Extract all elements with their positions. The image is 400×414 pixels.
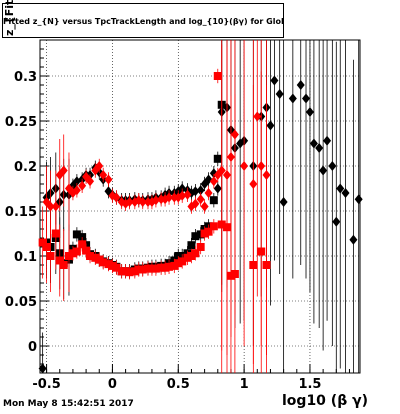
data-point-square bbox=[86, 252, 95, 260]
y-tick-label: 0.05 bbox=[5, 295, 37, 310]
data-point-diamond bbox=[296, 80, 305, 90]
data-point-diamond bbox=[349, 234, 358, 245]
data-point-diamond bbox=[59, 165, 68, 176]
x-tick-label: 0 bbox=[108, 377, 117, 392]
data-point-diamond bbox=[165, 192, 174, 203]
data-point-diamond bbox=[302, 93, 311, 104]
data-point-diamond bbox=[125, 197, 134, 207]
data-point-square bbox=[209, 222, 218, 231]
data-point-diamond bbox=[279, 197, 288, 207]
data-point-diamond bbox=[183, 189, 192, 200]
data-point-diamond bbox=[196, 185, 205, 196]
data-point-diamond bbox=[104, 174, 113, 185]
data-point-diamond bbox=[309, 138, 318, 149]
data-point-square bbox=[125, 268, 134, 277]
data-point-diamond bbox=[95, 161, 104, 171]
data-point-diamond bbox=[270, 75, 279, 86]
x-tick-label: 0.5 bbox=[167, 377, 190, 392]
data-point-square bbox=[55, 256, 64, 265]
data-point-square bbox=[78, 240, 87, 249]
data-point-diamond bbox=[266, 120, 275, 131]
data-point-square bbox=[112, 263, 121, 272]
y-tick-label: 0.2 bbox=[14, 160, 37, 175]
data-point-diamond bbox=[99, 170, 108, 180]
y-axis-label: z_{Fit} bbox=[3, 0, 16, 36]
data-point-diamond bbox=[257, 161, 266, 171]
data-point-square bbox=[82, 246, 91, 255]
data-point-diamond bbox=[275, 89, 284, 99]
data-point-diamond bbox=[196, 194, 205, 205]
data-point-diamond bbox=[341, 188, 350, 198]
data-point-diamond bbox=[191, 198, 200, 209]
data-point-diamond bbox=[86, 176, 95, 187]
data-point-diamond bbox=[305, 107, 314, 117]
data-point-diamond bbox=[51, 201, 60, 212]
x-tick-label: -0.5 bbox=[32, 377, 60, 392]
y-tick-label: 0.1 bbox=[14, 250, 37, 265]
data-point-square bbox=[151, 264, 160, 273]
data-point-square bbox=[165, 262, 174, 271]
data-point-diamond bbox=[222, 170, 231, 180]
data-point-diamond bbox=[262, 170, 271, 180]
data-point-diamond bbox=[249, 179, 258, 189]
data-point-diamond bbox=[178, 190, 187, 201]
data-point-square bbox=[191, 232, 200, 241]
y-tick-label: 0.15 bbox=[5, 205, 37, 220]
data-point-square bbox=[209, 196, 218, 205]
data-point-diamond bbox=[112, 192, 121, 203]
data-point-square bbox=[46, 252, 55, 260]
x-axis-label: log10 (β γ) bbox=[282, 393, 369, 409]
data-point-diamond bbox=[217, 165, 226, 176]
data-point-diamond bbox=[253, 111, 262, 122]
data-point-diamond bbox=[38, 363, 47, 374]
data-point-square bbox=[213, 154, 222, 163]
data-point-diamond bbox=[323, 135, 332, 146]
data-point-square bbox=[187, 241, 196, 250]
data-point-diamond bbox=[204, 188, 213, 198]
data-point-square bbox=[38, 238, 47, 247]
data-point-diamond bbox=[230, 129, 239, 140]
data-point-square bbox=[99, 258, 108, 267]
data-point-diamond bbox=[46, 201, 55, 212]
data-point-diamond bbox=[240, 161, 249, 171]
data-point-diamond bbox=[319, 165, 328, 176]
data-point-diamond bbox=[336, 183, 345, 194]
data-point-square bbox=[72, 247, 81, 256]
data-point-diamond bbox=[288, 93, 297, 104]
datestamp: Mon May 8 15:42:51 2017 bbox=[3, 399, 134, 409]
data-point-diamond bbox=[138, 197, 147, 207]
data-point-diamond bbox=[332, 216, 341, 227]
data-point-square bbox=[196, 243, 205, 251]
data-point-square bbox=[204, 227, 213, 236]
data-point-square bbox=[191, 249, 200, 258]
data-point-diamond bbox=[213, 183, 222, 194]
y-tick-label: 0.3 bbox=[14, 70, 37, 85]
data-point-diamond bbox=[209, 176, 218, 187]
y-tick-label: 0 bbox=[28, 340, 37, 355]
data-point-diamond bbox=[191, 186, 200, 197]
data-point-square bbox=[72, 230, 81, 239]
data-point-diamond bbox=[226, 152, 235, 162]
data-point-square bbox=[213, 72, 222, 80]
data-point-diamond bbox=[315, 143, 324, 153]
data-point-diamond bbox=[151, 195, 160, 206]
x-tick-label: 1 bbox=[240, 377, 249, 392]
x-tick-label: 1.5 bbox=[298, 377, 321, 392]
plot-frame bbox=[39, 39, 361, 374]
data-point-square bbox=[59, 261, 68, 269]
data-point-square bbox=[138, 265, 147, 274]
data-point-diamond bbox=[328, 161, 337, 171]
chart-title: Fitted z_{N} versus TpcTrackLength and l… bbox=[2, 3, 284, 38]
data-point-diamond bbox=[72, 185, 81, 196]
data-point-diamond bbox=[200, 201, 209, 212]
data-point-square bbox=[178, 257, 187, 266]
y-tick-label: 0.25 bbox=[5, 115, 37, 130]
data-point-square bbox=[42, 243, 51, 251]
data-point-diamond bbox=[78, 180, 87, 191]
data-point-diamond bbox=[354, 194, 363, 205]
